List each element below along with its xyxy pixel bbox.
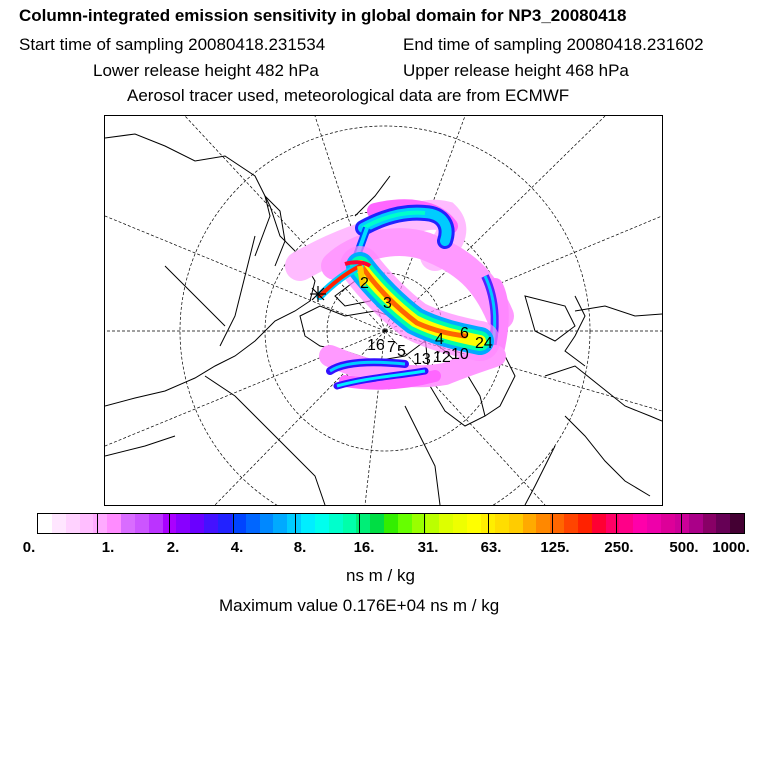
colorbar-tick-label: 0. (22, 539, 36, 556)
colorbar-cell (688, 514, 703, 533)
colorbar-cell (481, 514, 495, 533)
colorbar-cell (633, 514, 648, 533)
colorbar-tick-label: 1000. (712, 539, 750, 556)
colorbar-divider (97, 514, 98, 533)
colorbar-cell (51, 514, 66, 533)
colorbar-cell (245, 514, 260, 533)
colorbar-tick-label: 125. (540, 539, 570, 556)
colorbar-cell (217, 514, 232, 533)
day-label: 2 (360, 275, 369, 292)
colorbar-cell (176, 514, 191, 533)
polar-map: 2 3 4 5 13 12 10 24 16 7 6 (104, 115, 663, 506)
day-label: 12 (433, 349, 451, 366)
map-title: Column-integrated emission sensitivity i… (19, 6, 627, 25)
colorbar-cell (107, 514, 122, 533)
colorbar-cell (328, 514, 343, 533)
day-label: 5 (397, 343, 406, 360)
colorbar-cell (730, 514, 745, 533)
day-label: 7 (387, 339, 396, 356)
day-label: 4 (435, 331, 444, 348)
colorbar-cell (370, 514, 385, 533)
colorbar-cell (190, 514, 205, 533)
day-label: 24 (475, 335, 493, 352)
colorbar-cell (134, 514, 149, 533)
colorbar (37, 513, 745, 534)
start-time-text: Start time of sampling 20080418.231534 (19, 35, 326, 54)
tracer-note-text: Aerosol tracer used, meteorological data… (127, 86, 570, 105)
colorbar-cell (564, 514, 578, 533)
colorbar-cell (439, 514, 454, 533)
colorbar-cell (93, 514, 108, 533)
colorbar-cell (508, 514, 523, 533)
day-label: 16 (367, 337, 385, 354)
colorbar-cell (536, 514, 551, 533)
colorbar-divider (295, 514, 296, 533)
colorbar-cell (660, 514, 675, 533)
upper-height-text: Upper release height 468 hPa (403, 61, 629, 80)
colorbar-cell (411, 514, 426, 533)
colorbar-cell (65, 514, 80, 533)
colorbar-tick-label: 4. (230, 539, 244, 556)
colorbar-tick-label: 16. (353, 539, 375, 556)
colorbar-cell (204, 514, 218, 533)
colorbar-tick-label: 8. (293, 539, 307, 556)
day-labels: 2 3 4 5 13 12 10 24 16 7 6 (360, 275, 493, 368)
sensitivity-plume (285, 199, 514, 390)
release-marker (310, 286, 326, 302)
colorbar-tick-label: 250. (604, 539, 634, 556)
colorbar-divider (424, 514, 425, 533)
colorbar-cell (453, 514, 468, 533)
colorbar-cell (259, 514, 274, 533)
colorbar-cell (716, 514, 731, 533)
colorbar-cell (647, 514, 661, 533)
max-value-label: Maximum value 0.176E+04 ns m / kg (219, 596, 500, 615)
colorbar-divider (488, 514, 489, 533)
colorbar-cell (121, 514, 135, 533)
colorbar-divider (616, 514, 617, 533)
colorbar-cell (522, 514, 537, 533)
colorbar-cell (494, 514, 509, 533)
day-label: 10 (451, 346, 469, 363)
lower-height-text: Lower release height 482 hPa (93, 61, 319, 80)
colorbar-cell (38, 514, 52, 533)
day-label: 6 (460, 325, 469, 342)
colorbar-cell (605, 514, 620, 533)
day-label: 3 (383, 295, 392, 312)
colorbar-tick-label: 1. (101, 539, 115, 556)
unit-label: ns m / kg (346, 566, 415, 585)
colorbar-cell (148, 514, 163, 533)
colorbar-cell (342, 514, 357, 533)
colorbar-tick-label: 31. (417, 539, 439, 556)
colorbar-divider (552, 514, 553, 533)
colorbar-divider (681, 514, 682, 533)
colorbar-cell (702, 514, 717, 533)
colorbar-cell (301, 514, 315, 533)
colorbar-cell (591, 514, 606, 533)
colorbar-tick-label: 2. (166, 539, 180, 556)
colorbar-tick-label: 500. (669, 539, 699, 556)
day-label: 13 (413, 351, 431, 368)
colorbar-cell (273, 514, 288, 533)
end-time-text: End time of sampling 20080418.231602 (403, 35, 704, 54)
colorbar-cell (425, 514, 440, 533)
colorbar-cell (231, 514, 246, 533)
colorbar-cell (314, 514, 329, 533)
colorbar-divider (359, 514, 360, 533)
colorbar-cell (467, 514, 481, 533)
map-canvas: 2 3 4 5 13 12 10 24 16 7 6 (105, 116, 662, 505)
colorbar-divider (169, 514, 170, 533)
colorbar-cell (384, 514, 398, 533)
colorbar-cell (397, 514, 412, 533)
colorbar-cell (287, 514, 302, 533)
colorbar-divider (233, 514, 234, 533)
colorbar-cell (550, 514, 565, 533)
colorbar-cell (577, 514, 592, 533)
colorbar-tick-label: 63. (480, 539, 502, 556)
colorbar-cell (79, 514, 94, 533)
colorbar-cell (619, 514, 634, 533)
